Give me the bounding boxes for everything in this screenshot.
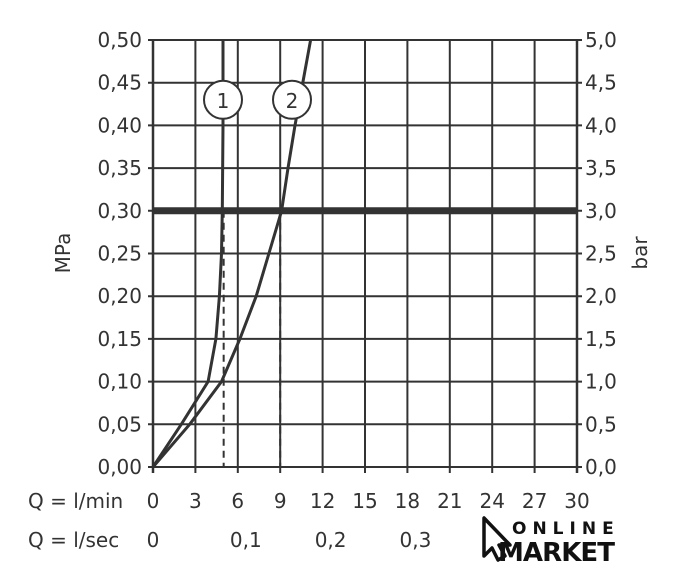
y-tick-label-left: 0,25 [97,242,142,266]
x-tick-label-lmin: 21 [437,489,462,513]
x-tick-label-lmin: 0 [147,489,160,513]
y-tick-label-left: 0,40 [97,113,142,137]
y-tick-label-right: 3,0 [585,199,617,223]
y-tick-label-left: 0,15 [97,327,142,351]
x-tick-label-lmin: 6 [231,489,244,513]
y-tick-label-right: 0,0 [585,455,617,479]
x-tick-label-lsec: 0,1 [230,528,262,552]
y-tick-label-right: 2,0 [585,284,617,308]
y-axis-label-left: MPa [51,233,75,274]
x-tick-label-lmin: 3 [189,489,202,513]
y-tick-label-left: 0,35 [97,156,142,180]
y-tick-label-right: 1,5 [585,327,617,351]
y-tick-label-left: 0,50 [97,28,142,52]
y-tick-label-left: 0,10 [97,370,142,394]
y-tick-label-right: 5,0 [585,28,617,52]
x-tick-label-lmin: 9 [274,489,287,513]
x-tick-label-lsec: 0 [147,528,160,552]
y-tick-label-right: 1,0 [585,370,617,394]
x-tick-label-lmin: 30 [564,489,589,513]
y-tick-label-left: 0,00 [97,455,142,479]
logo-text-market: MARKET [498,538,615,568]
online-market-logo: ONLINE MARKET [482,516,620,568]
x-tick-label-lmin: 27 [522,489,547,513]
series-label: 1 [217,89,230,113]
x-axis-label-lsec: Q = l/sec [28,528,119,552]
series-label-circle [272,79,312,120]
y-tick-label-left: 0,30 [97,199,142,223]
y-tick-label-right: 0,5 [585,412,617,436]
y-tick-label-left: 0,45 [97,71,142,95]
tick-labels: 0 3 6 9 12 15 18 21 24 27 300,00 0,00,05 0,50,10 1,00… [97,28,616,552]
series-label-circle [203,79,243,120]
x-tick-label-lmin: 24 [479,489,504,513]
x-axis-label-lmin: Q = l/min [28,489,123,513]
y-tick-label-right: 4,0 [585,113,617,137]
series-1-line [151,40,225,468]
y-tick-label-left: 0,20 [97,284,142,308]
y-tick-label-left: 0,05 [97,412,142,436]
series-label: 2 [286,89,299,113]
x-tick-label-lmin: 18 [395,489,420,513]
x-tick-label-lsec: 0,2 [315,528,347,552]
y-tick-label-right: 2,5 [585,242,617,266]
y-tick-label-right: 3,5 [585,156,617,180]
y-tick-label-right: 4,5 [585,71,617,95]
logo-text-online: ONLINE [512,519,620,539]
x-tick-label-lmin: 15 [352,489,377,513]
x-tick-label-lmin: 12 [310,489,335,513]
y-axis-label-right: bar [628,236,652,270]
x-tick-label-lsec: 0,3 [399,528,431,552]
cursor-icon [482,516,512,562]
